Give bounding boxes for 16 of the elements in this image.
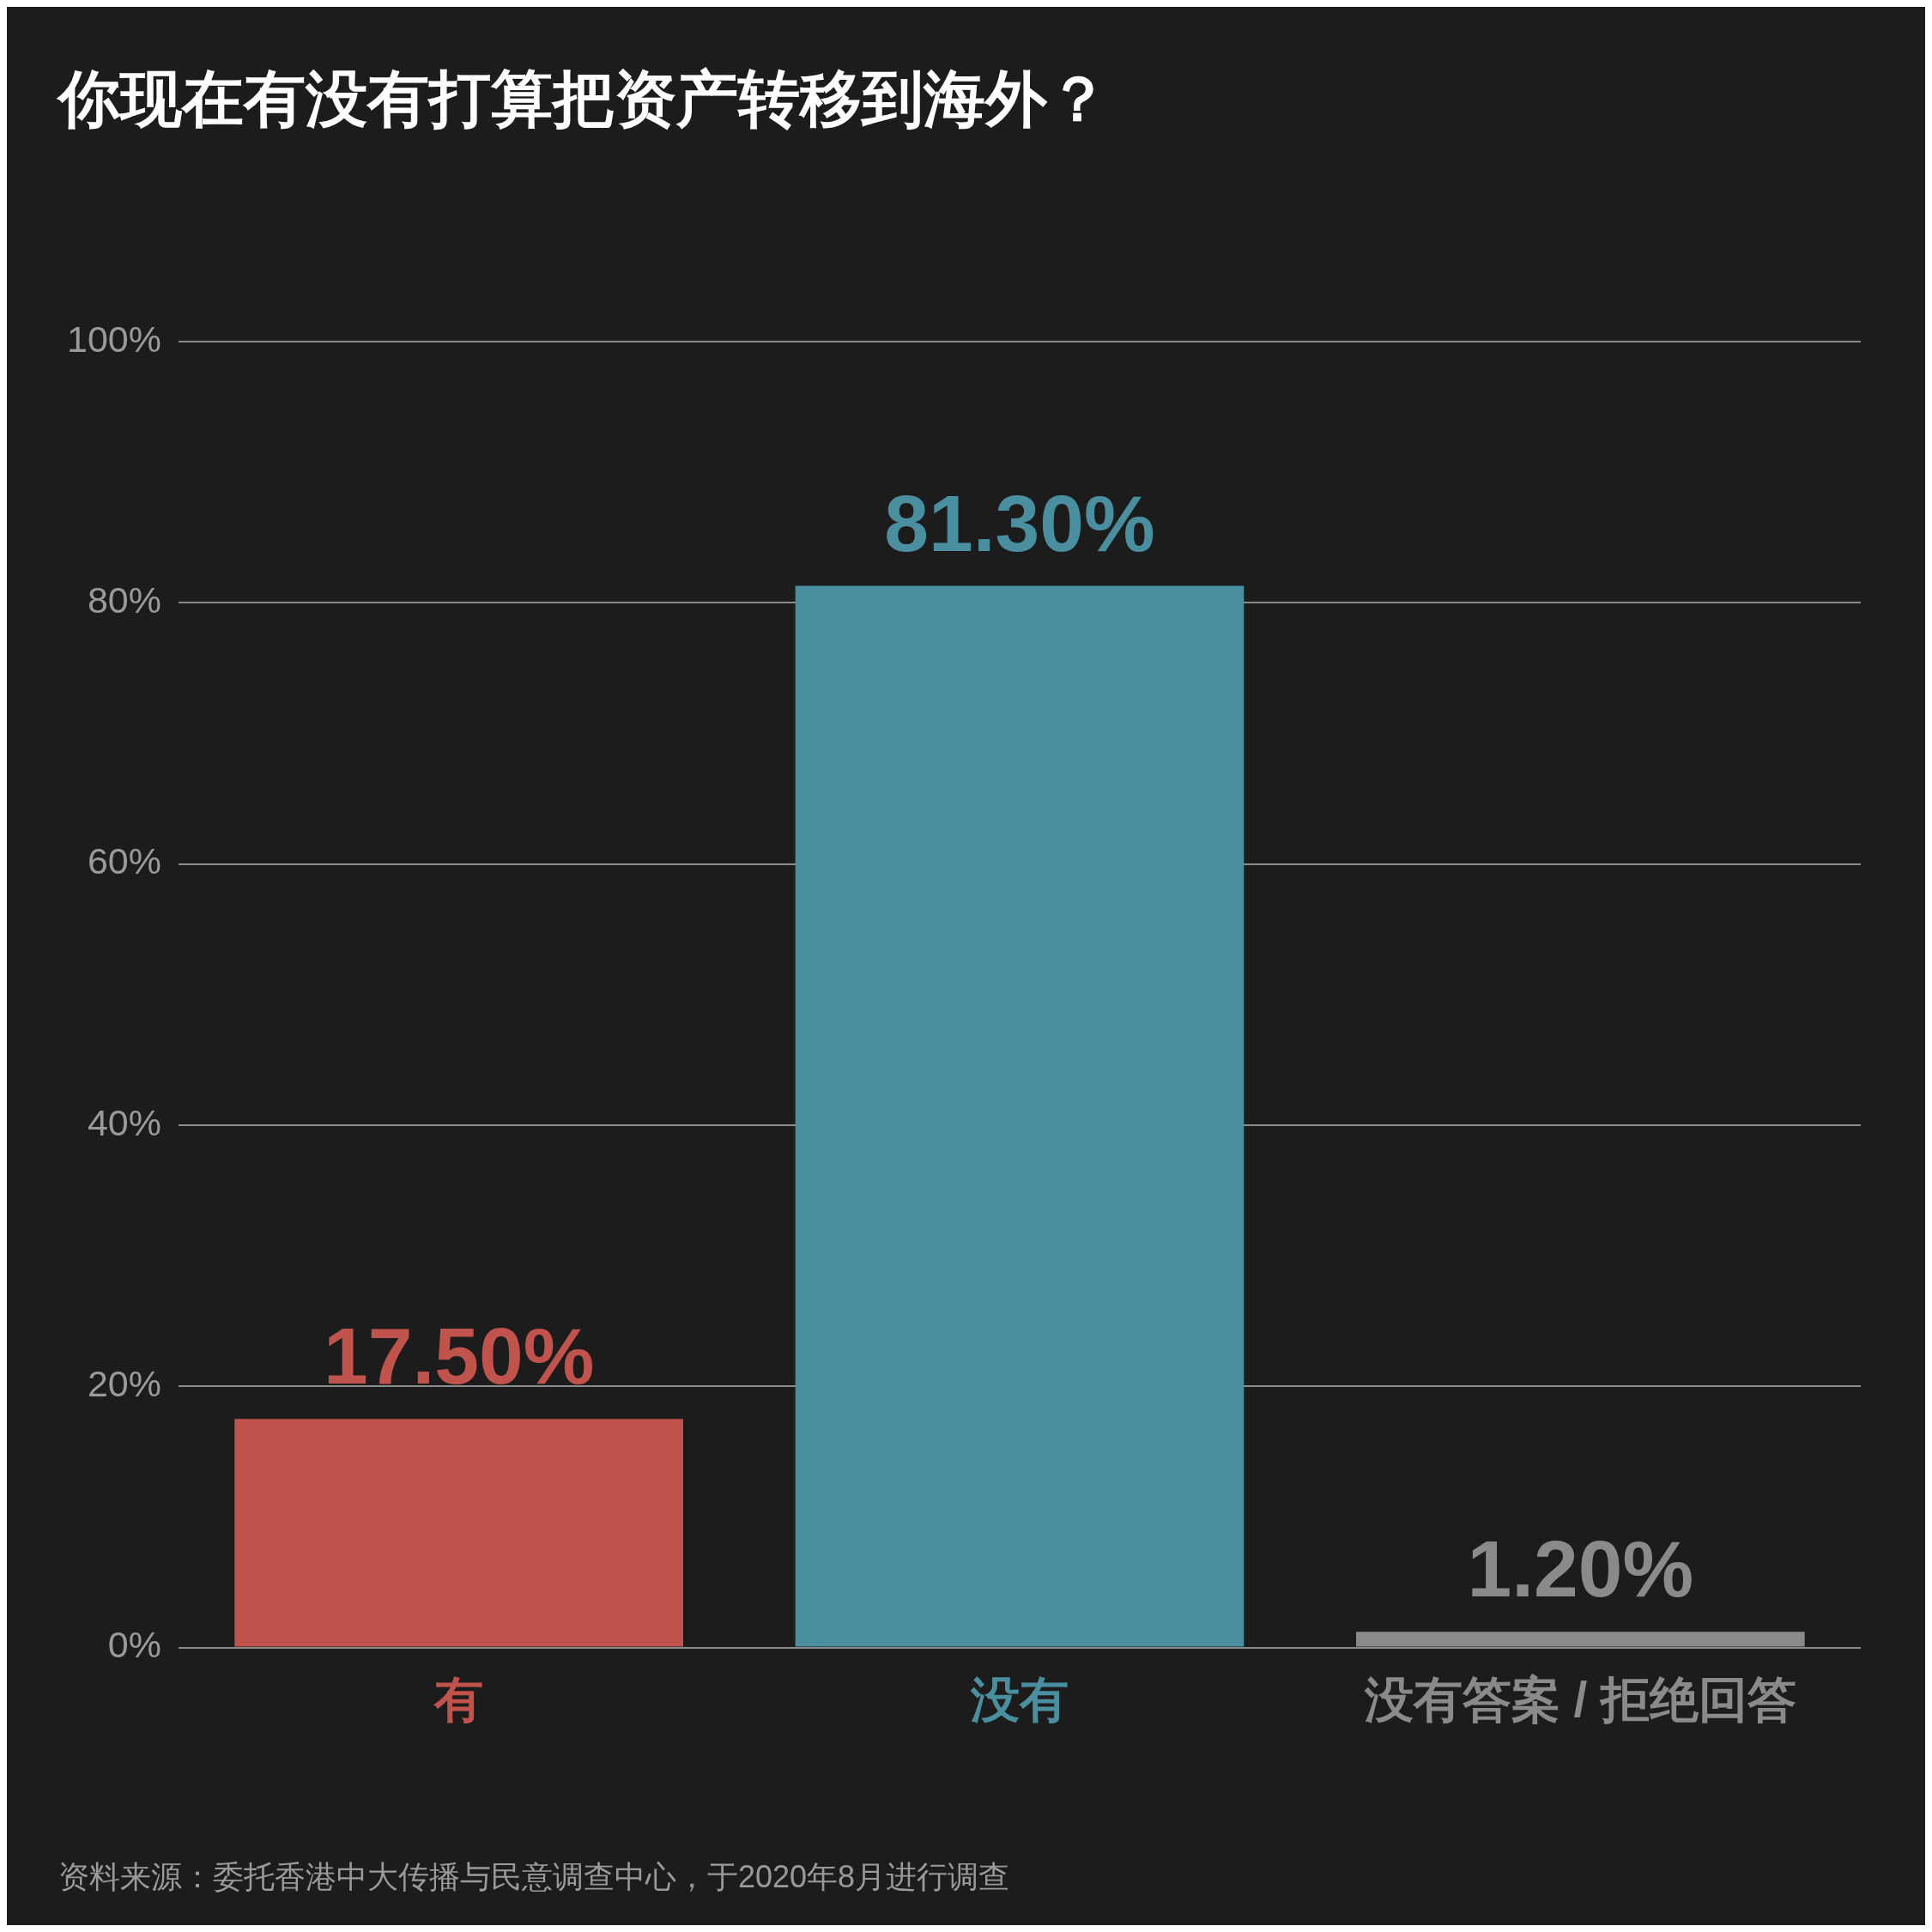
y-tick-label: 80%: [87, 579, 161, 621]
y-tick-label: 60%: [87, 840, 161, 882]
x-tick-label: 没有: [969, 1671, 1069, 1727]
text: 资料来源：委托香港中大传播与民意调查中心，于2020年8月进行调查: [58, 1858, 1010, 1896]
x-tick-label: 没有答案 / 拒绝回答: [1363, 1671, 1797, 1727]
data-label: 1.20%: [1467, 1524, 1694, 1614]
bar: [795, 585, 1245, 1647]
y-tick-label: 20%: [87, 1363, 161, 1405]
data-label: 81.30%: [884, 478, 1155, 568]
y-tick-label: 0%: [107, 1624, 161, 1666]
chart-title: 你现在有没有打算把资产转移到海外？: [58, 64, 1109, 135]
y-tick-label: 40%: [87, 1101, 161, 1143]
bar: [234, 1419, 683, 1647]
x-tick-label: 有: [433, 1671, 484, 1727]
data-label: 17.50%: [323, 1311, 595, 1402]
y-tick-label: 100%: [66, 318, 161, 360]
